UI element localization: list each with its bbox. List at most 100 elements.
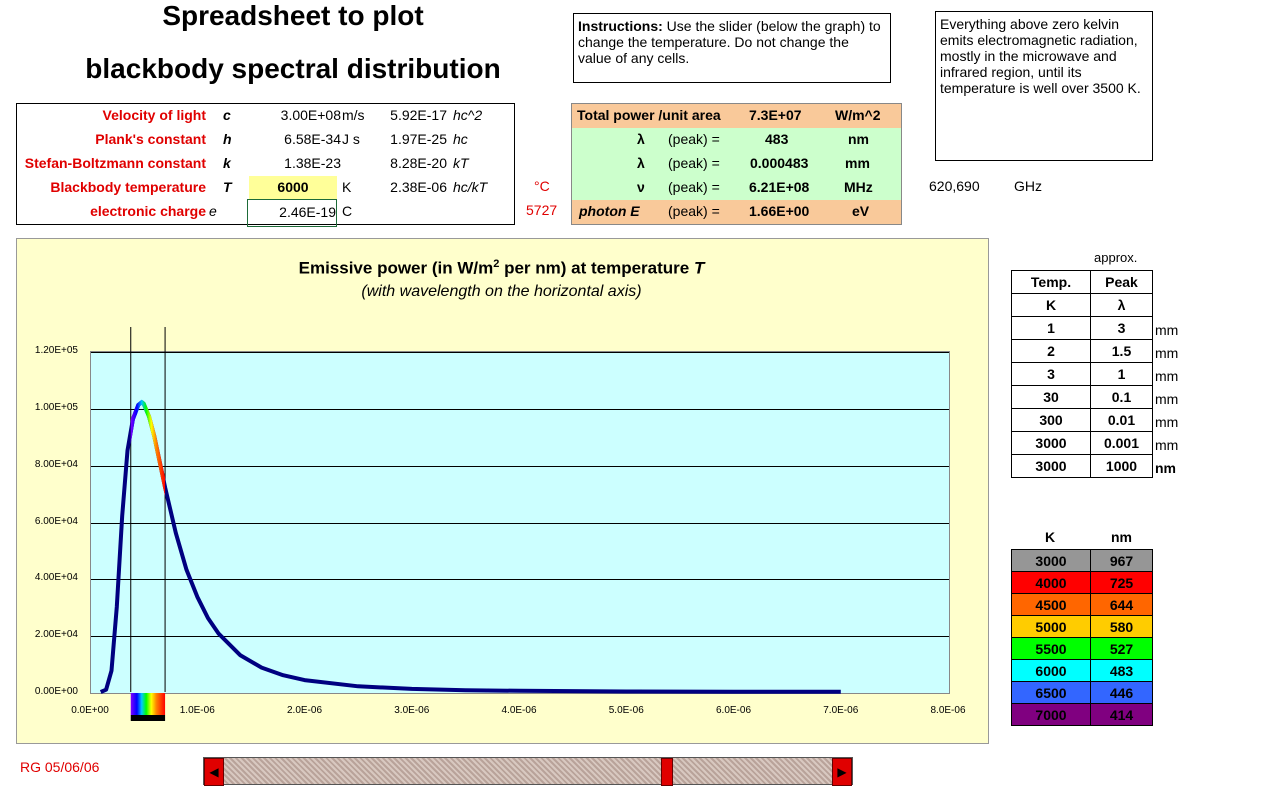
derived-value[interactable]: 5.92E-17 [390,107,447,123]
constant-value[interactable]: 6.58E-34 [284,131,341,147]
color-nm-cell[interactable]: 580 [1090,615,1153,638]
color-row: 4500 644 [1011,593,1153,616]
derived-value[interactable]: 2.38E-06 [390,179,447,195]
color-nm-cell[interactable]: 644 [1090,593,1153,616]
constant-row: Blackbody temperature T 6000 K 2.38E-06 … [17,176,514,200]
chart-subtitle: (with wavelength on the horizontal axis) [361,283,642,300]
chart-title-text: Emissive power (in W/m [298,258,494,278]
selected-cell[interactable]: 2.46E-19 [247,199,337,227]
peak-mm-value[interactable]: 0.000483 [750,155,809,171]
temp-cell[interactable]: 30 [1011,385,1091,409]
unit-label: mm [1155,391,1179,407]
derived-expression: kT [453,155,469,171]
visible-spectrum-strip [130,693,166,715]
peak-cell[interactable]: 1 [1090,362,1153,386]
photon-value[interactable]: 1.66E+00 [749,203,810,219]
arrow-right-icon: ▶ [837,765,847,779]
color-temp-cell[interactable]: 6000 [1011,659,1091,682]
constant-unit: K [342,179,352,195]
x-tick-label: 8.0E-06 [930,705,966,716]
unit-label: mm [1155,345,1179,361]
temperature-slider[interactable]: ◀ ▶ [203,757,853,786]
derived-expression: hc/kT [453,179,488,195]
color-nm-cell[interactable]: 414 [1090,703,1153,726]
table-row: 2 1.5 [1011,339,1153,363]
constant-label: Stefan-Boltzmann constant [24,155,206,171]
peak-mm-unit: mm [845,155,870,171]
color-temp-cell[interactable]: 5500 [1011,637,1091,660]
peak-cell[interactable]: 1000 [1090,454,1153,478]
color-temp-cell[interactable]: 4000 [1011,571,1091,594]
nu-symbol: ν [637,179,645,195]
constant-symbol: e [209,203,217,219]
instructions-box: Instructions: Use the slider (below the … [573,13,891,83]
color-temp-cell[interactable]: 3000 [1011,549,1091,572]
peak-cell[interactable]: 1.5 [1090,339,1153,363]
temperature-cell[interactable]: 6000 [249,176,337,199]
results-table: Total power /unit area 7.3E+07 W/m^2 λ (… [571,103,902,225]
color-nm-cell[interactable]: 967 [1090,549,1153,572]
color-row: 3000 967 [1011,549,1153,572]
color-nm-cell[interactable]: 725 [1090,571,1153,594]
constant-unit: J s [342,131,360,147]
peak-word: (peak) = [668,131,720,147]
constant-label: Velocity of light [102,107,206,123]
derived-value[interactable]: 8.28E-20 [390,155,447,171]
peak-mm-row: λ (peak) = 0.000483 mm [572,152,901,176]
temp-cell[interactable]: 3000 [1011,431,1091,455]
color-temp-cell[interactable]: 5000 [1011,615,1091,638]
peak-cell[interactable]: 3 [1090,316,1153,340]
instructions-label: Instructions: [578,18,663,34]
peak-cell[interactable]: 0.1 [1090,385,1153,409]
constant-symbol: h [223,131,232,147]
unit-label: nm [1155,460,1176,476]
constant-symbol: T [223,179,232,195]
derived-value[interactable]: 1.97E-25 [390,131,447,147]
plot-area[interactable] [90,351,950,694]
info-text: Everything above zero kelvin emits elect… [940,16,1141,96]
page-title-line2: blackbody spectral distribution [85,53,501,84]
peak-nm-value[interactable]: 483 [765,131,789,147]
y-tick-label: 6.00E+04 [34,515,78,527]
slider-left-button[interactable]: ◀ [204,758,224,786]
color-temp-cell[interactable]: 6500 [1011,681,1091,704]
constant-value[interactable]: 3.00E+08 [280,107,341,123]
instructions-text: Use the slider (below the graph) to chan… [578,18,881,66]
y-tick-label: 0.00E+00 [34,686,78,697]
total-power-unit: W/m^2 [835,107,881,123]
peak-cell[interactable]: 0.01 [1090,408,1153,432]
temp-cell[interactable]: 2 [1011,339,1091,363]
arrow-left-icon: ◀ [209,765,219,779]
temp-cell[interactable]: 1 [1011,316,1091,340]
temp-cell[interactable]: 3 [1011,362,1091,386]
emissive-power-line [99,400,841,694]
color-nm-cell[interactable]: 527 [1090,637,1153,660]
table-row: 3000 1000 [1011,454,1153,478]
peak-freq-value[interactable]: 6.21E+08 [749,179,810,195]
table-row: 300 0.01 [1011,408,1153,432]
footer-credit: RG 05/06/06 [20,759,100,775]
chart-title: Emissive power (in W/m2 per nm) at tempe… [16,258,987,279]
color-row: 6000 483 [1011,659,1153,682]
slider-right-button[interactable]: ▶ [832,758,852,786]
total-power-value[interactable]: 7.3E+07 [749,107,802,123]
color-temp-cell[interactable]: 4500 [1011,593,1091,616]
temp-cell[interactable]: 3000 [1011,454,1091,478]
lambda-symbol: λ [637,131,645,147]
gridline [91,636,949,638]
color-nm-cell[interactable]: 446 [1090,681,1153,704]
color-temp-cell[interactable]: 7000 [1011,703,1091,726]
slider-thumb[interactable] [661,758,673,786]
constant-value[interactable]: 1.38E-23 [284,155,341,171]
x-tick-label: 2.0E-06 [286,705,323,716]
temp-cell[interactable]: 300 [1011,408,1091,432]
page-title-line1: Spreadsheet to plot [162,0,424,31]
color-table-header: nm [1111,529,1132,545]
constant-label: Blackbody temperature [50,179,206,195]
peak-cell[interactable]: 0.001 [1090,431,1153,455]
color-nm-cell[interactable]: 483 [1090,659,1153,682]
x-tick-label: 3.0E-06 [394,705,430,716]
unit-label: mm [1155,368,1179,384]
